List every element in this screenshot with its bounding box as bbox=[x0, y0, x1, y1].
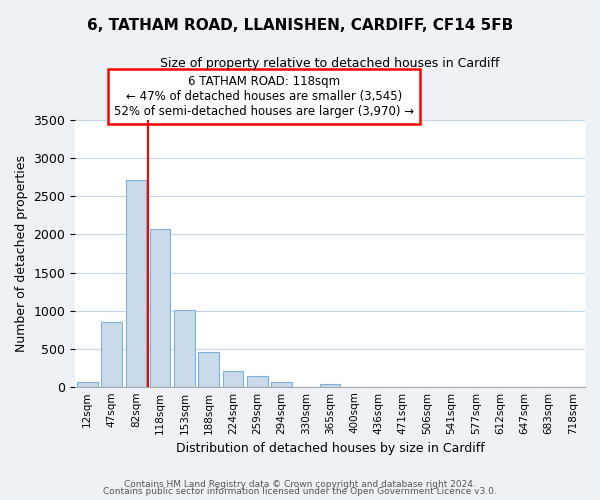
Text: Contains HM Land Registry data © Crown copyright and database right 2024.: Contains HM Land Registry data © Crown c… bbox=[124, 480, 476, 489]
Bar bbox=[125, 180, 146, 386]
Title: Size of property relative to detached houses in Cardiff: Size of property relative to detached ho… bbox=[160, 58, 500, 70]
Text: 6, TATHAM ROAD, LLANISHEN, CARDIFF, CF14 5FB: 6, TATHAM ROAD, LLANISHEN, CARDIFF, CF14… bbox=[87, 18, 513, 32]
Bar bbox=[174, 310, 195, 386]
Bar bbox=[199, 352, 219, 386]
Bar bbox=[247, 376, 268, 386]
Text: Contains public sector information licensed under the Open Government Licence v3: Contains public sector information licen… bbox=[103, 487, 497, 496]
Bar bbox=[101, 322, 122, 386]
X-axis label: Distribution of detached houses by size in Cardiff: Distribution of detached houses by size … bbox=[176, 442, 484, 455]
Bar bbox=[271, 382, 292, 386]
Y-axis label: Number of detached properties: Number of detached properties bbox=[15, 155, 28, 352]
Bar bbox=[223, 371, 243, 386]
Text: 6 TATHAM ROAD: 118sqm
← 47% of detached houses are smaller (3,545)
52% of semi-d: 6 TATHAM ROAD: 118sqm ← 47% of detached … bbox=[114, 74, 414, 118]
Bar bbox=[320, 384, 340, 386]
Bar bbox=[77, 382, 98, 386]
Bar bbox=[150, 229, 170, 386]
